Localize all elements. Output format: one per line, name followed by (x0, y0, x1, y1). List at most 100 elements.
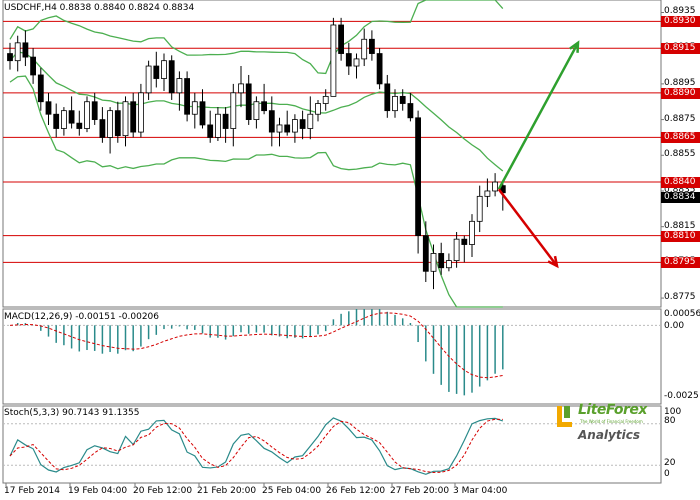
candle-down (299, 119, 306, 129)
candle-up (145, 65, 152, 94)
candle-up (61, 110, 67, 129)
candle-down (184, 78, 191, 115)
candle-up (353, 58, 360, 67)
candle-down (76, 122, 83, 129)
candle-up (361, 38, 368, 60)
stoch-tick-20: 20 (664, 458, 676, 468)
forecast-arrow-up (497, 42, 580, 190)
candle-up (453, 238, 460, 261)
candle-up (238, 83, 244, 94)
candle-down (207, 124, 214, 138)
time-tick-label: 17 Feb 2014 (4, 486, 61, 496)
candle-up (392, 95, 398, 112)
macd-tick-top: 0.00056 (664, 309, 700, 319)
price-tick-label: 0.8775 (664, 292, 696, 303)
candle-up (161, 60, 167, 79)
logo-subtitle: Analytics (578, 428, 640, 442)
macd-tick-bottom: -0.0025 (664, 391, 699, 401)
candle-down (99, 119, 106, 138)
level-label: 0.8840 (661, 177, 700, 189)
candle-down (384, 83, 391, 112)
price-tick-label: 0.8875 (664, 113, 696, 124)
candle-down (45, 101, 52, 115)
candle-down (438, 253, 445, 269)
logo-tagline: The World of Financial Freedom (580, 419, 643, 424)
candle-down (114, 110, 121, 137)
candle-up (484, 190, 491, 197)
stoch-tick-0: 0 (664, 469, 670, 479)
candle-down (53, 113, 60, 129)
price-tick-label: 0.8895 (664, 77, 696, 88)
candle-down (245, 83, 252, 120)
candle-up (445, 260, 452, 269)
candle-down (268, 110, 275, 133)
candle-up (14, 42, 21, 62)
candle-down (415, 117, 422, 237)
candle-up (476, 195, 483, 222)
candle-up (276, 124, 283, 133)
candle-down (199, 101, 206, 126)
current-price-label: 0.8834 (661, 191, 700, 203)
level-label: 0.8810 (661, 230, 700, 242)
candle-up (492, 181, 499, 192)
candle-down (399, 95, 406, 104)
candle-up (191, 101, 198, 115)
candle-up (230, 92, 237, 129)
candle-down (422, 235, 429, 272)
macd-signal-line (9, 312, 503, 379)
chart-title: USDCHF,H4 0.8838 0.8840 0.8824 0.8834 (4, 3, 195, 13)
liteforex-logo: LiteForex The World of Financial Freedom… (552, 400, 652, 450)
price-tick-label: 0.8835 (664, 184, 696, 195)
candle-up (176, 78, 183, 94)
candle-down (338, 24, 345, 54)
forecast-arrowhead-down (547, 255, 559, 269)
candle-down (345, 53, 352, 67)
candle-down (153, 65, 160, 79)
candle-up (122, 101, 129, 137)
candle-down (7, 53, 13, 62)
time-tick-label: 27 Feb 20:00 (390, 486, 450, 496)
candle-down (37, 74, 44, 103)
candle-up (322, 95, 329, 104)
stoch-tick-80: 80 (664, 416, 676, 426)
level-label: 0.8915 (661, 43, 700, 55)
time-tick-label: 25 Feb 04:00 (262, 486, 322, 496)
level-label: 0.8865 (661, 132, 700, 144)
candle-up (107, 110, 113, 138)
level-label: 0.8795 (661, 257, 700, 269)
candle-up (253, 101, 260, 120)
candle-down (407, 103, 414, 119)
time-tick-label: 20 Feb 12:00 (133, 486, 193, 496)
candle-up (330, 24, 337, 97)
logo-mark-icon (557, 406, 572, 427)
candle-down (368, 38, 375, 54)
level-label: 0.8890 (661, 87, 700, 99)
candle-up (430, 253, 437, 272)
stoch-label: Stoch(5,3,3) 90.7143 91.1355 (4, 408, 140, 418)
candle-down (68, 110, 75, 124)
price-tick-label: 0.8935 (664, 6, 696, 17)
candle-down (30, 56, 37, 76)
pane-frame-1 (2, 308, 662, 405)
candle-down (376, 53, 383, 85)
time-tick-label: 3 Mar 04:00 (453, 486, 508, 496)
candle-down (261, 101, 268, 112)
candle-down (168, 60, 175, 94)
candle-down (22, 42, 29, 58)
level-label: 0.8930 (661, 16, 700, 28)
candle-up (214, 113, 221, 138)
candle-up (84, 101, 90, 129)
macd-tick-zero: 0.00 (664, 321, 685, 331)
candle-down (461, 238, 468, 245)
logo-brand: LiteForex (578, 402, 647, 418)
price-tick-label: 0.8855 (664, 149, 696, 160)
candle-down (91, 101, 98, 120)
time-tick-label: 26 Feb 12:00 (326, 486, 386, 496)
candle-up (291, 119, 298, 133)
candle-up (315, 103, 321, 115)
time-tick-label: 21 Feb 20:00 (197, 486, 257, 496)
candle-down (130, 101, 137, 133)
bollinger-upper-band (9, 0, 504, 75)
candle-down (222, 113, 229, 129)
